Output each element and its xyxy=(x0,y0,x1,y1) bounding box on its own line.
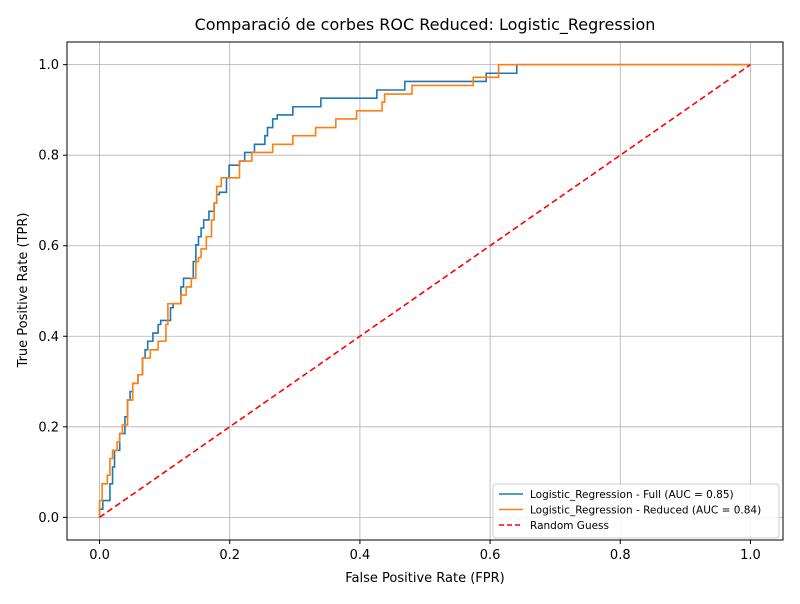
legend: Logistic_Regression - Full (AUC = 0.85) L… xyxy=(492,483,780,539)
series-layer xyxy=(98,63,751,519)
legend-item-full: Logistic_Regression - Full (AUC = 0.85) xyxy=(499,489,734,501)
chart-title: Comparació de corbes ROC Reduced: Logist… xyxy=(195,15,656,35)
legend-label: Logistic_Regression - Reduced (AUC = 0.8… xyxy=(530,504,761,516)
x-tick-label: 0.2 xyxy=(219,548,240,563)
plot-frame xyxy=(66,41,784,541)
x-axis-label: False Positive Rate (FPR) xyxy=(345,571,504,586)
random-guess-line xyxy=(99,63,751,519)
roc-curve-reduced xyxy=(98,63,751,518)
x-tick-label: 0.4 xyxy=(350,548,371,563)
legend-box xyxy=(492,483,780,539)
y-tick-label: 0.4 xyxy=(38,330,59,345)
x-tick-label: 0.6 xyxy=(480,548,501,563)
legend-item-random-guess: Random Guess xyxy=(499,520,609,532)
x-tick-label: 0.0 xyxy=(89,548,110,563)
legend-label: Logistic_Regression - Full (AUC = 0.85) xyxy=(530,489,734,501)
y-tick-label: 0.6 xyxy=(38,239,59,254)
legend-label: Random Guess xyxy=(530,520,609,532)
y-tick-label: 0.2 xyxy=(38,420,59,435)
x-tick-label: 0.8 xyxy=(610,548,631,563)
y-axis-label: True Positive Rate (TPR) xyxy=(16,213,31,369)
grid-layer xyxy=(67,42,783,540)
y-tick-label: 1.0 xyxy=(38,58,59,73)
legend-item-reduced: Logistic_Regression - Reduced (AUC = 0.8… xyxy=(499,504,761,516)
y-tick-label: 0.8 xyxy=(38,149,59,164)
tick-layer: 0.0 0.2 0.4 0.6 0.8 1.0 0.0 0.2 0.4 0.6 0.8 1.0 xyxy=(38,58,760,563)
x-tick-label: 1.0 xyxy=(740,548,761,563)
y-tick-label: 0.0 xyxy=(38,511,59,526)
